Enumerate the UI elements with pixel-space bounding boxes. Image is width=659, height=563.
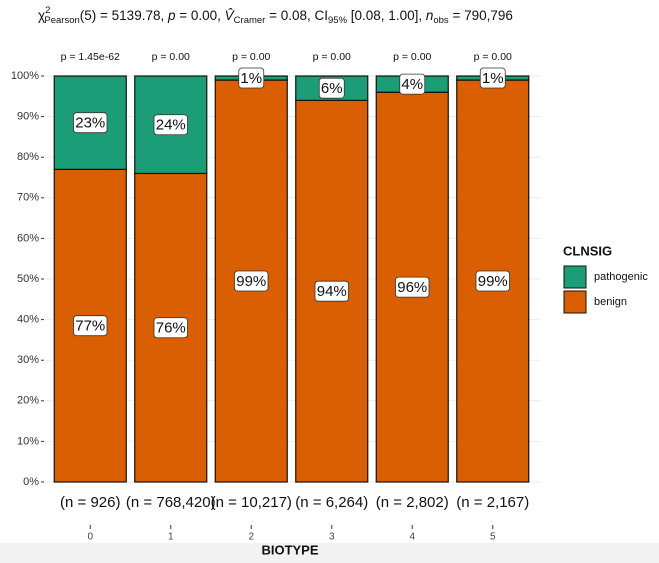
- data-label: 96%: [397, 279, 427, 296]
- title-part: 95%: [328, 15, 348, 26]
- chart-title: χ2 Pearson(5) = 5139.78, p = 0.00, V̂Cram…: [38, 5, 513, 26]
- legend-label: pathogenic: [594, 271, 648, 283]
- y-tick-label: 10%: [17, 435, 39, 447]
- label-box: [234, 270, 269, 292]
- data-label: 6%: [321, 80, 343, 97]
- legend-key: [563, 265, 587, 289]
- x-tick-label: 3: [329, 532, 335, 543]
- data-label: 99%: [478, 273, 508, 290]
- y-tick-label: 50%: [17, 273, 39, 285]
- n-label: (n = 2,167): [456, 494, 529, 511]
- title-part: [0.08, 1.00],: [347, 8, 426, 23]
- data-label: 77%: [75, 318, 105, 335]
- y-tick-label: 40%: [17, 314, 39, 326]
- x-tick-label: 2: [248, 532, 254, 543]
- x-tick-label: 5: [490, 532, 496, 543]
- x-tick-label: 4: [409, 532, 415, 543]
- label-box: [153, 114, 188, 136]
- title-part: = 790,796: [449, 8, 513, 23]
- label-box: [399, 73, 426, 95]
- title-part: Cramer: [234, 15, 266, 26]
- n-label: (n = 2,802): [376, 494, 449, 511]
- label-box: [73, 112, 108, 134]
- p-value-label: p = 0.00: [474, 51, 512, 63]
- data-label: 24%: [156, 117, 186, 134]
- data-label: 1%: [482, 70, 504, 87]
- y-tick-label: 90%: [17, 111, 39, 123]
- legend-key: [563, 290, 587, 314]
- n-label: (n = 6,264): [295, 494, 368, 511]
- label-box: [153, 317, 188, 339]
- y-tick-label: 100%: [11, 70, 39, 82]
- title-part: = 0.08, CI: [265, 8, 328, 23]
- legend-label: benign: [594, 296, 627, 308]
- p-value-label: p = 0.00: [232, 51, 270, 63]
- y-tick-label: 80%: [17, 151, 39, 163]
- n-label: (n = 768,420): [126, 494, 216, 511]
- p-value-label: p = 1.45e-62: [61, 51, 120, 63]
- y-tick-label: 60%: [17, 232, 39, 244]
- y-tick-label: 0%: [23, 476, 39, 488]
- n-label: (n = 926): [60, 494, 120, 511]
- y-tick-label: 30%: [17, 354, 39, 366]
- label-box: [395, 276, 430, 298]
- x-axis-title: BIOTYPE: [261, 542, 318, 557]
- x-tick-label: 1: [168, 532, 174, 543]
- title-part: (5) = 5139.78,: [80, 8, 168, 23]
- y-tick-label: 20%: [17, 395, 39, 407]
- title-part: χ: [38, 8, 45, 23]
- n-label: (n = 10,217): [211, 494, 292, 511]
- title-part: p: [167, 8, 176, 23]
- data-label: 4%: [401, 76, 423, 93]
- p-value-label: p = 0.00: [393, 51, 431, 63]
- data-label: 23%: [75, 115, 105, 132]
- title-part: obs: [433, 15, 449, 26]
- label-box: [479, 67, 506, 89]
- label-box: [314, 280, 349, 302]
- label-box: [238, 67, 265, 89]
- label-box: [318, 77, 345, 99]
- p-value-label: p = 0.00: [313, 51, 351, 63]
- title-part: = 0.00,: [175, 8, 224, 23]
- footer-band: [0, 543, 659, 563]
- data-label: 76%: [156, 320, 186, 337]
- title-part: V̂: [225, 7, 236, 22]
- y-tick-label: 70%: [17, 192, 39, 204]
- data-label: 99%: [236, 273, 266, 290]
- title-part: Pearson: [44, 15, 79, 26]
- title-part: 2: [45, 5, 50, 16]
- p-value-label: p = 0.00: [152, 51, 190, 63]
- label-box: [73, 315, 108, 337]
- legend-title: CLNSIG: [563, 243, 612, 258]
- data-label: 1%: [240, 70, 262, 87]
- data-label: 94%: [317, 283, 347, 300]
- title-part: n: [426, 8, 434, 23]
- x-tick-label: 0: [87, 532, 93, 543]
- label-box: [475, 270, 510, 292]
